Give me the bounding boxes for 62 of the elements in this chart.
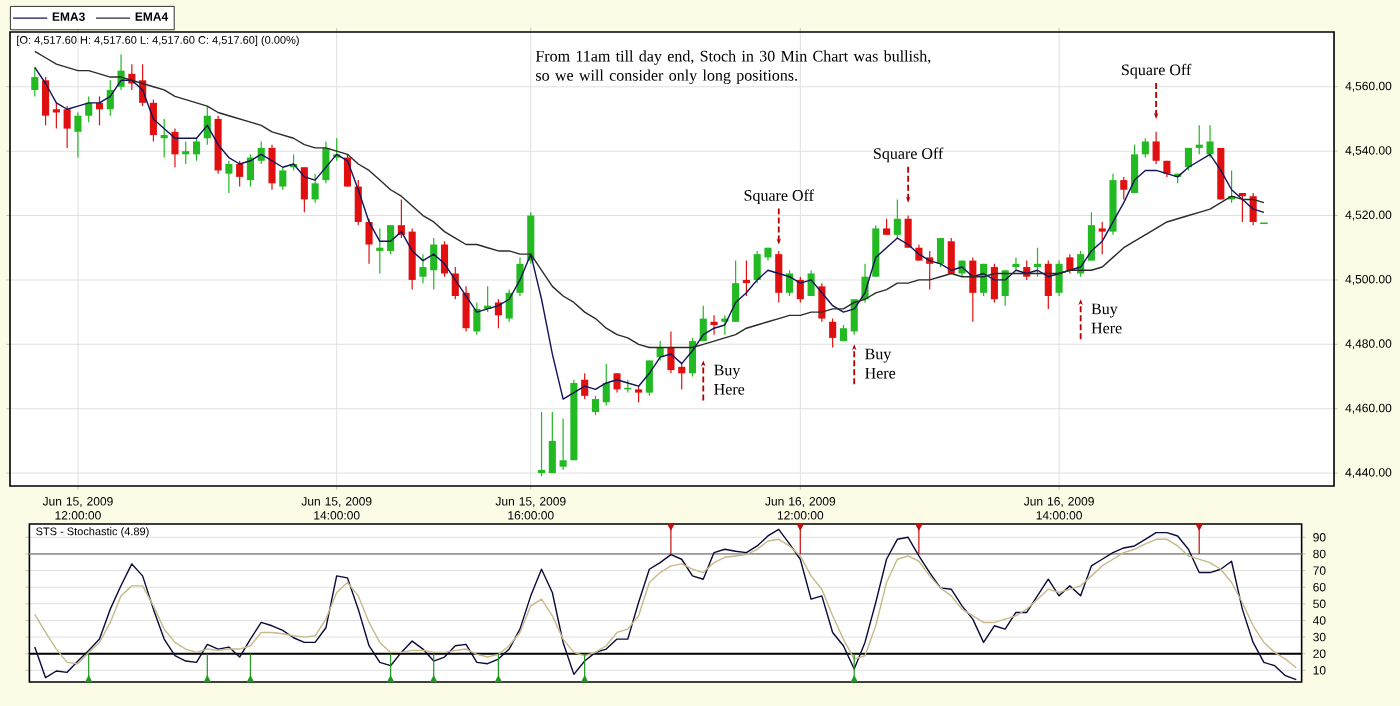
candlestick [74, 111, 82, 159]
annotation: Square Off [744, 189, 814, 205]
candlestick [1141, 137, 1149, 159]
candlestick [300, 166, 308, 213]
candlestick [538, 411, 546, 477]
candlestick [279, 166, 287, 191]
candlestick [182, 140, 190, 165]
candlestick [52, 102, 60, 130]
candlestick [192, 137, 201, 162]
candlestick [42, 76, 50, 126]
candlestick [1033, 247, 1042, 278]
candlestick [710, 314, 718, 336]
candlestick [1120, 176, 1128, 201]
candlestick [1055, 260, 1063, 297]
candlestick [645, 359, 653, 397]
candlestick [785, 269, 794, 297]
annotation: Buy Here [1091, 303, 1122, 334]
candlestick [516, 256, 524, 297]
candlestick [462, 285, 470, 333]
candlestick [602, 363, 610, 407]
candlestick [1012, 256, 1020, 271]
candlestick [807, 269, 815, 297]
candlestick [936, 237, 945, 268]
candlestick [1238, 192, 1246, 223]
candlestick [969, 256, 977, 323]
candlestick [85, 95, 93, 123]
candlestick [742, 260, 750, 297]
candlestick [678, 363, 686, 390]
candlestick [365, 218, 373, 265]
candlestick [613, 372, 621, 394]
candlestick [311, 173, 319, 204]
candlestick [591, 395, 600, 416]
candlestick [268, 144, 276, 191]
candlestick [505, 288, 513, 323]
candlestick [829, 317, 837, 349]
candlestick [1152, 131, 1160, 165]
candlestick [171, 127, 179, 168]
candlestick [246, 153, 254, 188]
candlestick [236, 160, 244, 188]
annotation: Buy Here [865, 348, 896, 379]
candlestick [1098, 221, 1106, 255]
annotation: From 11am till day end, Stoch in 30 Min Chart was bullish, so we will consider only long positions. [535, 50, 931, 85]
candlestick [1131, 144, 1139, 194]
candlestick [559, 417, 567, 471]
candlestick [548, 411, 556, 474]
candlestick [732, 260, 740, 323]
candlestick [1044, 260, 1052, 310]
candlestick [225, 160, 233, 194]
annotation: Buy Here [714, 364, 745, 395]
candlestick [473, 301, 481, 336]
candlestick [1087, 211, 1095, 262]
candlestick [31, 66, 39, 97]
candlestick [1066, 253, 1074, 275]
candlestick [160, 118, 168, 159]
candlestick [893, 198, 901, 239]
candlestick [775, 250, 783, 304]
annotation: Square Off [874, 147, 944, 163]
candlestick [904, 214, 912, 249]
candlestick [376, 227, 384, 275]
candlestick [387, 224, 395, 255]
annotation: Square Off [1122, 63, 1192, 79]
candlestick [63, 105, 71, 149]
